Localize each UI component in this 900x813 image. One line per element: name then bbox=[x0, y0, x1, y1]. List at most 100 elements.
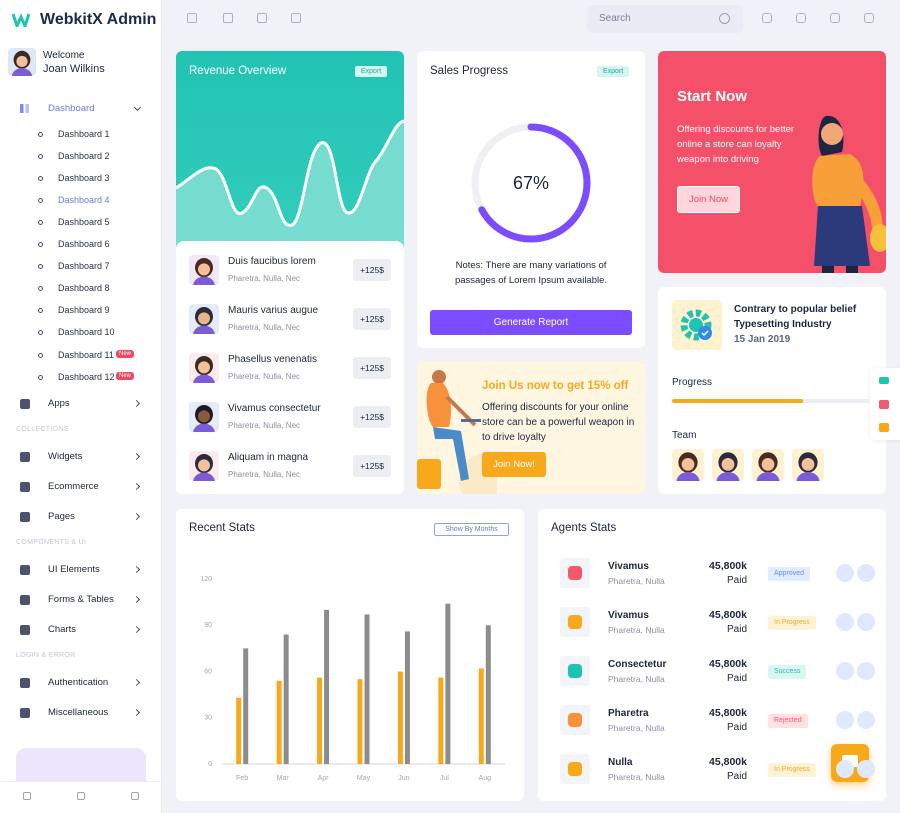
tool-icon[interactable] bbox=[879, 423, 889, 432]
card-title: Agents Stats bbox=[551, 522, 617, 534]
item-meta: Pharetra, Nulla, Nec bbox=[228, 323, 301, 332]
bullet-icon bbox=[38, 176, 43, 181]
action-button[interactable] bbox=[836, 564, 854, 582]
avatar-head bbox=[198, 263, 210, 276]
toolbar-icon[interactable] bbox=[257, 13, 267, 23]
avatar-face bbox=[193, 454, 215, 481]
avatar-face bbox=[193, 356, 215, 383]
amount-badge: +125$ bbox=[353, 455, 391, 477]
search-box[interactable] bbox=[587, 5, 743, 33]
tool-icon[interactable] bbox=[879, 377, 889, 384]
man-illustration bbox=[417, 370, 497, 494]
submenu-item[interactable]: Dashboard 9 bbox=[58, 305, 110, 315]
menu-icon bbox=[20, 708, 30, 718]
avatar bbox=[189, 255, 219, 285]
bar bbox=[236, 697, 242, 764]
action-button[interactable] bbox=[836, 711, 854, 729]
join-button[interactable]: Join Now bbox=[677, 186, 740, 213]
header-icon[interactable] bbox=[864, 13, 874, 23]
ring-progress bbox=[471, 123, 591, 243]
y-tick-label: 30 bbox=[204, 715, 212, 722]
submenu-item[interactable]: Dashboard 10 bbox=[58, 327, 115, 337]
menu-item[interactable]: Apps bbox=[48, 398, 70, 409]
sales-card bbox=[417, 51, 645, 348]
submenu-item[interactable]: Dashboard 12 bbox=[58, 372, 115, 382]
agent-paid: Paid bbox=[726, 575, 747, 586]
action-button[interactable] bbox=[857, 662, 875, 680]
toolbar-icon[interactable] bbox=[187, 13, 197, 23]
toolbar-icon[interactable] bbox=[291, 13, 301, 23]
item-name: Aliquam in magna bbox=[228, 452, 309, 463]
menu-item-active[interactable]: Dashboard bbox=[48, 103, 95, 114]
submenu-item[interactable]: Dashboard 7 bbox=[58, 261, 110, 271]
submenu-item[interactable]: Dashboard 5 bbox=[58, 217, 110, 227]
submenu-item[interactable]: Dashboard 6 bbox=[58, 239, 110, 249]
toolbar-icon[interactable] bbox=[223, 13, 233, 23]
menu-item[interactable]: Charts bbox=[48, 624, 76, 635]
generate-button[interactable]: Generate Report bbox=[430, 310, 632, 335]
header-icon[interactable] bbox=[762, 13, 772, 23]
submenu-item[interactable]: Dashboard 8 bbox=[58, 283, 110, 293]
agent-icon bbox=[560, 607, 590, 637]
promo-text: Offering discounts for your online store… bbox=[482, 402, 635, 443]
bar bbox=[243, 648, 249, 764]
submenu-item[interactable]: Dashboard 2 bbox=[58, 151, 110, 161]
avatar-body bbox=[796, 472, 820, 481]
avatar-head bbox=[198, 410, 210, 423]
agent-name: Consectetur bbox=[608, 659, 667, 670]
item-meta: Pharetra, Nulla, Nec bbox=[228, 372, 301, 381]
revenue-wave bbox=[176, 51, 404, 251]
footer-icon[interactable] bbox=[131, 792, 139, 800]
export-button[interactable]: Export bbox=[597, 66, 630, 77]
export-button[interactable]: Export bbox=[355, 66, 388, 77]
action-button[interactable] bbox=[857, 564, 875, 582]
status-badge: Success bbox=[768, 665, 807, 679]
agent-amount: 45,800k bbox=[709, 658, 747, 670]
bullet-icon bbox=[38, 198, 43, 203]
menu-item[interactable]: Ecommerce bbox=[48, 481, 99, 492]
dashboard-icon bbox=[20, 104, 29, 113]
avatar bbox=[752, 449, 784, 481]
bar bbox=[357, 679, 363, 764]
new-badge: New bbox=[116, 372, 135, 380]
x-tick-label: Aug bbox=[479, 775, 492, 782]
footer-icon[interactable] bbox=[77, 792, 85, 800]
agent-name: Pharetra bbox=[608, 708, 649, 719]
agents-card bbox=[538, 509, 886, 801]
agent-name: Vivamus bbox=[608, 610, 649, 621]
action-button[interactable] bbox=[857, 711, 875, 729]
submenu-item[interactable]: Dashboard 3 bbox=[58, 173, 110, 183]
tool-icon[interactable] bbox=[879, 400, 889, 409]
action-button[interactable] bbox=[836, 662, 854, 680]
action-button[interactable] bbox=[836, 613, 854, 631]
bullet-icon bbox=[38, 352, 43, 358]
header-icon[interactable] bbox=[830, 13, 840, 23]
bullet-icon bbox=[38, 375, 43, 380]
action-button[interactable] bbox=[857, 613, 875, 631]
avatar-face bbox=[716, 452, 740, 481]
agent-name: Nulla bbox=[608, 757, 633, 768]
submenu-item[interactable]: Dashboard 4 bbox=[58, 195, 110, 205]
agent-icon-glyph bbox=[568, 664, 582, 678]
project-date: 15 Jan 2019 bbox=[734, 334, 791, 345]
avatar bbox=[189, 451, 219, 481]
action-button[interactable] bbox=[857, 760, 875, 778]
filter-button[interactable]: Show By Months bbox=[434, 523, 509, 536]
avatar-body bbox=[716, 472, 740, 481]
menu-item[interactable]: Miscellaneous bbox=[48, 707, 109, 718]
bullet-icon bbox=[38, 242, 43, 247]
menu-item[interactable]: Widgets bbox=[48, 451, 83, 462]
menu-item[interactable]: Pages bbox=[48, 511, 75, 522]
header-icon[interactable] bbox=[796, 13, 806, 23]
join-button[interactable]: Join Now! bbox=[482, 452, 546, 477]
menu-item[interactable]: Authentication bbox=[48, 677, 109, 688]
menu-icon bbox=[20, 595, 30, 605]
menu-item[interactable]: Forms & Tables bbox=[48, 594, 114, 605]
agent-paid: Paid bbox=[726, 624, 747, 635]
action-button[interactable] bbox=[836, 760, 854, 778]
menu-item[interactable]: UI Elements bbox=[48, 564, 100, 575]
submenu-item[interactable]: Dashboard 1 bbox=[58, 129, 110, 139]
submenu-item[interactable]: Dashboard 11 bbox=[58, 349, 114, 360]
footer-icon[interactable] bbox=[23, 792, 31, 800]
status-badge: In Progress bbox=[768, 616, 816, 630]
